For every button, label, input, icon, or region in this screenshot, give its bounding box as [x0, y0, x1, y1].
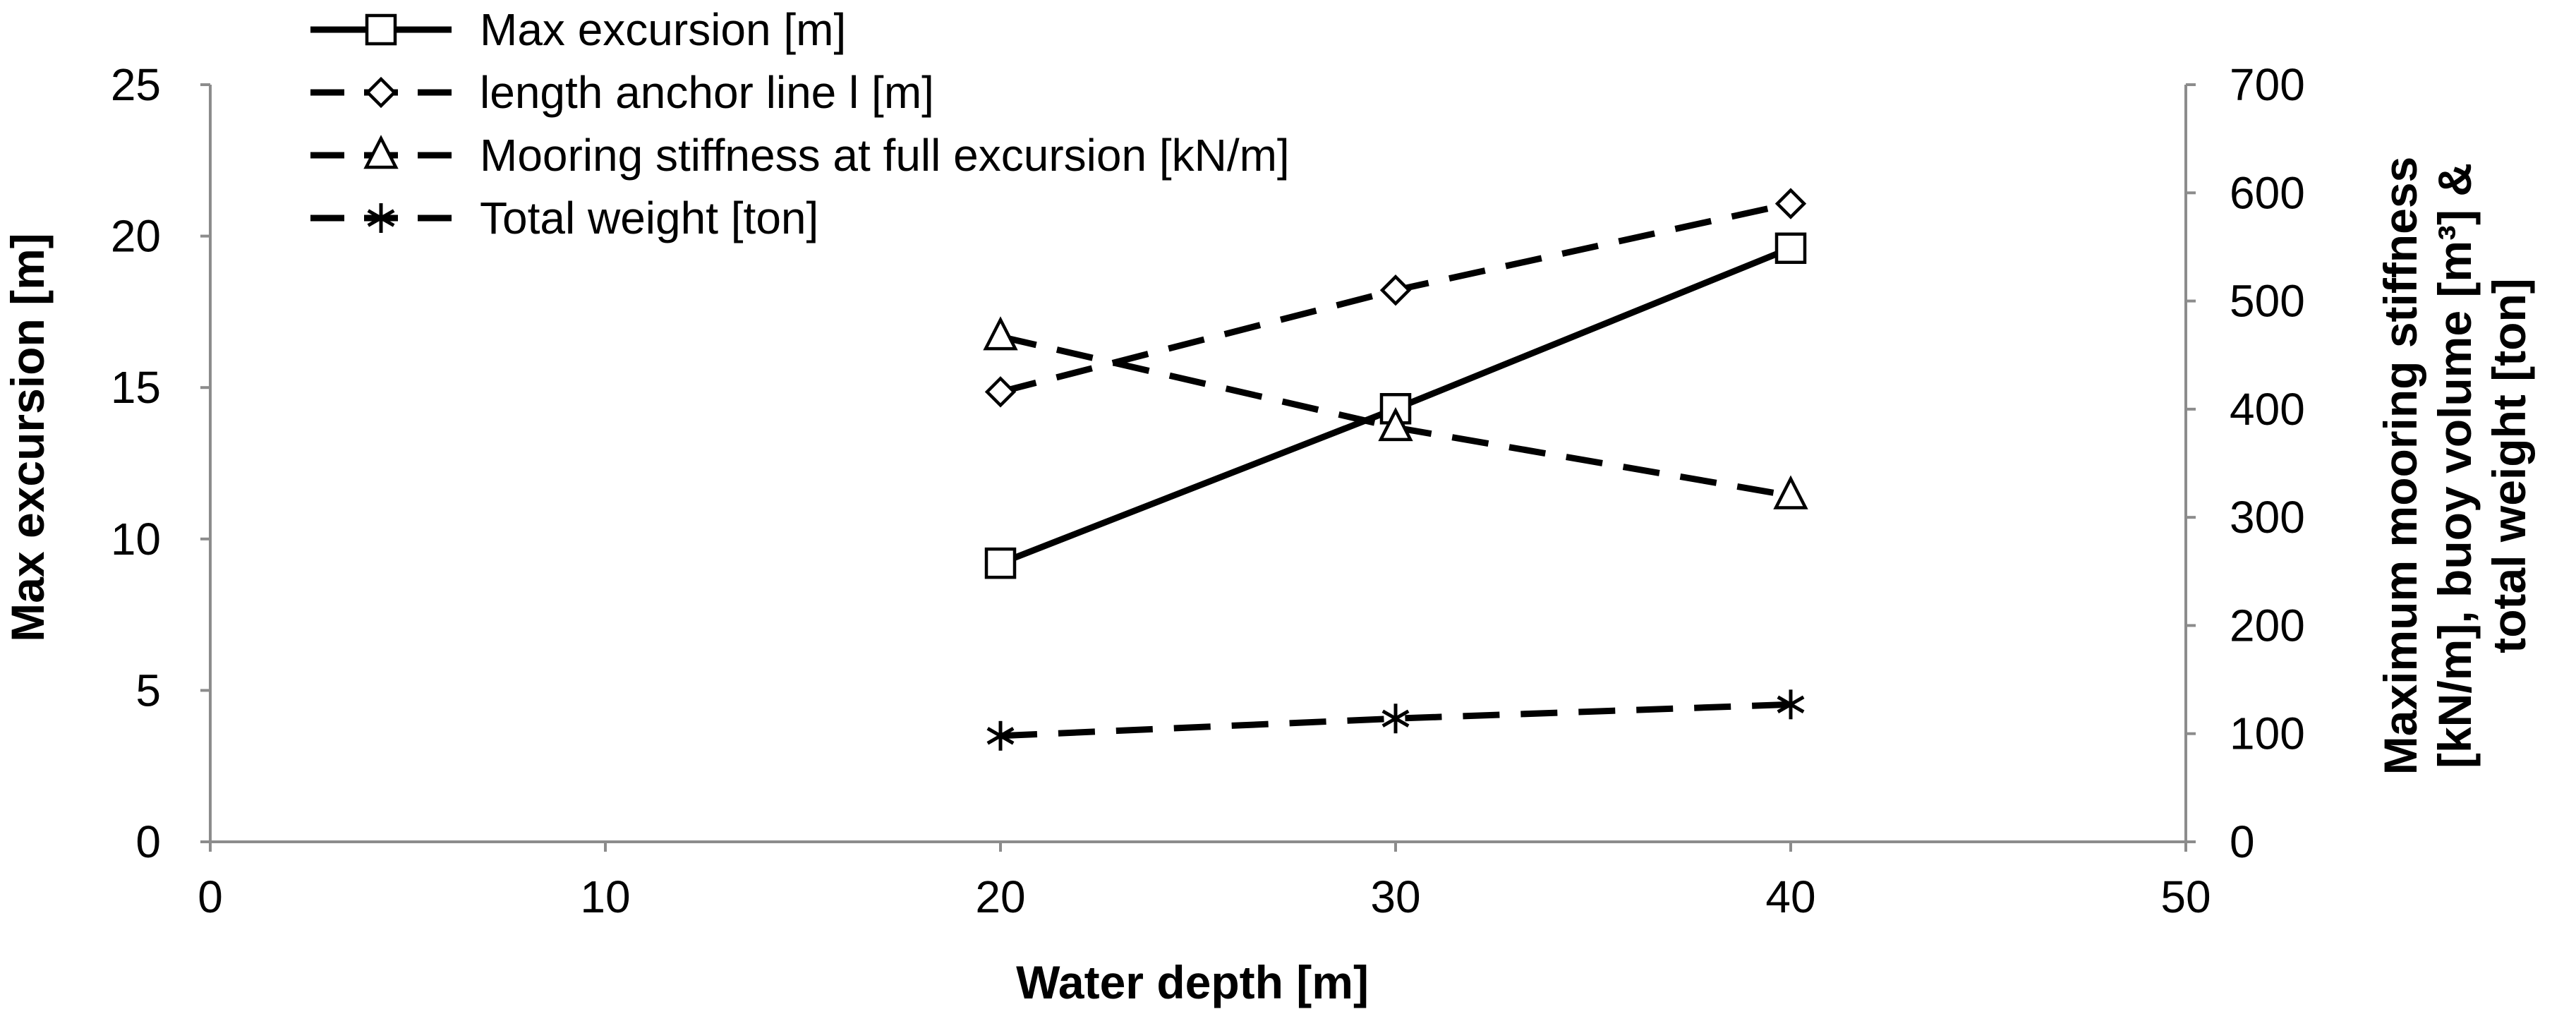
legend-label: Max excursion [m] [480, 4, 846, 55]
right-y-tick-label: 400 [2230, 384, 2305, 435]
x-tick-label: 30 [1370, 871, 1420, 922]
series-2-point [1379, 274, 1412, 306]
left-y-tick-label: 25 [111, 59, 161, 110]
left-axis-title: Max excursion [m] [1, 233, 54, 642]
series-3-point [1773, 475, 1808, 509]
left-y-tick-label: 5 [135, 665, 161, 716]
series-2-point [1774, 188, 1807, 219]
right-axis-title-line-1: Maximum mooring stiffness [2374, 157, 2426, 775]
series-2-point [984, 376, 1017, 408]
left-y-tick-label: 10 [111, 514, 161, 565]
series-3-point [983, 316, 1018, 351]
legend: Max excursion [m] length anchor line l [m… [310, 4, 1290, 243]
legend-item-1: Max excursion [m] [310, 4, 846, 55]
legend-label: Total weight [ton] [480, 193, 818, 243]
asterisk-stroke [367, 209, 395, 227]
right-axis-title-line-2: [kN/m], buoy volume [m³] & [2429, 163, 2481, 768]
legend-label: Mooring stiffness at full excursion [kN/… [480, 130, 1290, 181]
series-4-point [1381, 704, 1410, 734]
series-1-point [984, 547, 1017, 579]
right-y-tick-label: 300 [2230, 492, 2305, 543]
legend-label: length anchor line l [m] [480, 67, 934, 118]
series-3-point [1378, 406, 1413, 442]
left-y-tick-label: 20 [111, 211, 161, 262]
x-tick-label: 0 [198, 871, 223, 922]
right-y-tick-label: 600 [2230, 167, 2305, 218]
series-4-point [1777, 689, 1805, 720]
legend-swatch-marker [363, 135, 399, 169]
legend-item-3: Mooring stiffness at full excursion [kN/… [310, 130, 1290, 181]
right-y-tick-label: 100 [2230, 708, 2305, 759]
x-axis-title: Water depth [m] [1016, 956, 1369, 1008]
axis-titles: Water depth [m] Max excursion [m] Maximu… [1, 157, 2535, 1008]
x-tick-label: 40 [1765, 871, 1815, 922]
x-tick-label: 50 [2160, 871, 2211, 922]
series-1-point [1774, 232, 1807, 265]
series [983, 188, 1808, 751]
legend-swatch-marker [365, 13, 397, 46]
legend-swatch-marker [365, 76, 397, 109]
asterisk-stroke [1777, 695, 1805, 713]
legend-item-2: length anchor line l [m] [310, 67, 934, 118]
right-y-tick-label: 700 [2230, 59, 2305, 110]
left-y-tick-label: 15 [111, 362, 161, 413]
right-y-tick-label: 500 [2230, 276, 2305, 327]
asterisk-stroke [986, 727, 1015, 745]
x-tick-label: 10 [580, 871, 630, 922]
asterisk-stroke [1381, 709, 1410, 728]
series-4-line [1000, 701, 1791, 740]
legend-item-4: Total weight [ton] [310, 193, 818, 243]
right-axis-title-line-3: total weight [ton] [2483, 278, 2535, 653]
right-y-tick-label: 200 [2230, 600, 2305, 651]
series-4-point [986, 720, 1015, 751]
left-y-tick-label: 0 [135, 816, 161, 867]
right-y-tick-label: 0 [2230, 816, 2255, 867]
legend-swatch-marker [367, 203, 395, 233]
x-tick-label: 20 [975, 871, 1025, 922]
axes: 0 10 20 30 40 5005101520250100200300400500600… [111, 59, 2305, 922]
